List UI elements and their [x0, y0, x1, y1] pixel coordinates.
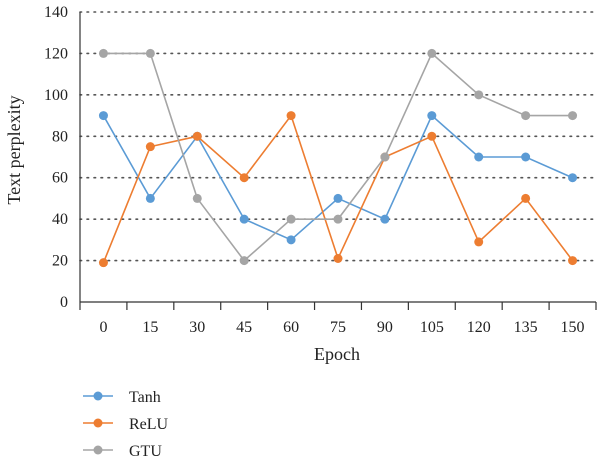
legend-item: GTU	[83, 443, 162, 460]
data-point	[568, 111, 578, 121]
y-tick-label: 100	[44, 87, 68, 104]
data-point	[521, 193, 531, 203]
data-point	[98, 48, 108, 58]
data-point	[286, 235, 296, 245]
data-point	[286, 111, 296, 121]
axes	[79, 12, 597, 310]
series-gtu	[98, 48, 578, 266]
data-point	[98, 258, 108, 268]
x-tick-labels: 0 15 30 45 60 75 90 105 120 135 150	[99, 319, 584, 336]
y-tick-label: 0	[60, 294, 68, 311]
legend-label: GTU	[129, 443, 162, 460]
x-tick-label: 0	[99, 319, 107, 336]
x-tick-label: 150	[561, 319, 585, 336]
data-point	[239, 214, 249, 224]
y-tick-label: 60	[52, 170, 68, 187]
y-tick-label: 140	[44, 4, 68, 21]
legend-label: ReLU	[129, 416, 169, 433]
x-tick-label: 60	[283, 319, 299, 336]
data-point	[145, 48, 155, 58]
legend-label: Tanh	[129, 389, 161, 406]
legend: Tanh ReLU GTU	[83, 389, 169, 460]
x-tick-label: 15	[142, 319, 158, 336]
data-point	[333, 193, 343, 203]
y-tick-label: 120	[44, 45, 68, 62]
data-point	[568, 173, 578, 183]
y-tick-labels: 0 20 40 60 80 100 120 140	[44, 4, 68, 311]
x-tick-label: 75	[330, 319, 346, 336]
data-point	[192, 193, 202, 203]
data-point	[568, 256, 578, 266]
y-tick-label: 40	[52, 211, 68, 228]
data-point	[474, 90, 484, 100]
series-relu	[98, 111, 578, 268]
data-point	[333, 254, 343, 263]
data-point	[427, 111, 437, 121]
data-point	[98, 111, 108, 121]
data-point	[192, 131, 202, 141]
data-point	[521, 152, 531, 162]
legend-item: Tanh	[83, 389, 161, 406]
series-lines	[98, 48, 578, 268]
x-tick-label: 30	[189, 319, 205, 336]
data-point	[145, 142, 155, 152]
legend-swatch-marker	[93, 391, 103, 401]
data-point	[427, 48, 437, 58]
series-line	[102, 113, 574, 263]
data-point	[145, 193, 155, 203]
legend-swatch-marker	[93, 418, 103, 428]
data-point	[380, 214, 390, 224]
x-tick-label: 90	[377, 319, 393, 336]
x-axis-title: Epoch	[314, 344, 360, 364]
y-tick-label: 80	[52, 128, 68, 145]
data-point	[239, 173, 249, 183]
data-point	[239, 256, 249, 266]
data-point	[521, 111, 531, 121]
data-point	[427, 131, 437, 141]
data-point	[333, 214, 343, 224]
x-tick-label: 105	[420, 319, 444, 336]
x-tick-label: 120	[467, 319, 491, 336]
x-tick-label: 45	[236, 319, 252, 336]
y-tick-label: 20	[52, 253, 68, 270]
data-point	[286, 214, 296, 224]
x-tick-label: 135	[514, 319, 538, 336]
y-axis-title: Text perplexity	[4, 95, 24, 204]
legend-swatch-marker	[93, 445, 103, 455]
legend-item: ReLU	[83, 416, 169, 433]
data-point	[380, 152, 390, 162]
data-point	[474, 237, 484, 247]
data-point	[474, 152, 484, 162]
